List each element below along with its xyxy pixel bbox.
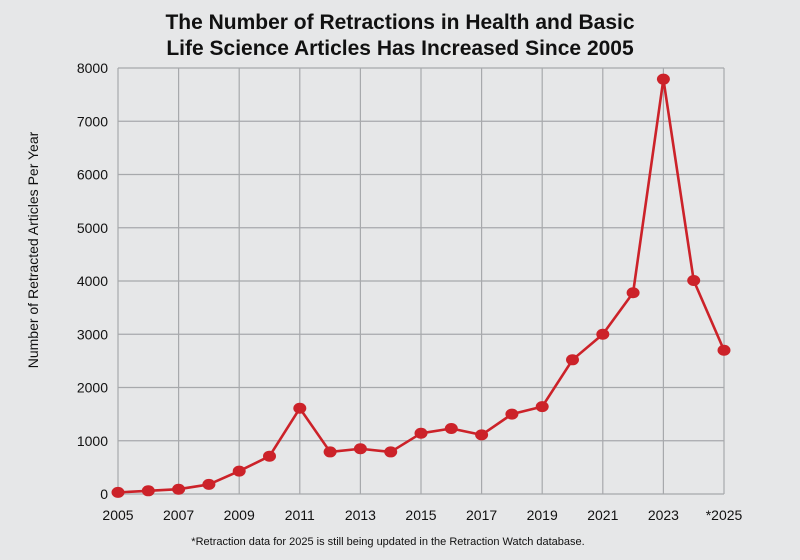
- chart-title-line-2: Life Science Articles Has Increased Sinc…: [166, 37, 634, 60]
- x-tick-label: 2009: [224, 507, 255, 523]
- data-point: [293, 402, 307, 414]
- x-tick-label: 2013: [345, 507, 376, 523]
- data-point: [111, 486, 125, 498]
- x-tick-label: 2015: [405, 507, 436, 523]
- x-tick-label: 2005: [102, 507, 133, 523]
- data-point: [414, 427, 428, 439]
- data-point: [566, 354, 579, 366]
- data-point: [717, 344, 731, 356]
- y-tick-label: 0: [100, 486, 108, 502]
- y-tick-label: 5000: [77, 220, 108, 236]
- y-tick-label: 6000: [77, 167, 108, 183]
- x-tick-label: 2023: [648, 507, 679, 523]
- y-tick-label: 1000: [77, 433, 108, 449]
- data-point: [596, 328, 610, 340]
- x-tick-label: 2021: [587, 507, 618, 523]
- series-layer: [111, 73, 731, 498]
- grid-layer: [117, 67, 725, 495]
- data-point: [505, 408, 519, 420]
- data-point: [384, 446, 398, 458]
- chart-title: The Number of Retractions in Health and …: [0, 10, 800, 62]
- footnote: *Retraction data for 2025 is still being…: [191, 536, 584, 548]
- x-tick-label: 2017: [466, 507, 497, 523]
- x-tick-label: 2007: [163, 507, 194, 523]
- y-tick-label: 8000: [77, 60, 108, 76]
- data-point: [172, 483, 186, 495]
- y-tick-label: 2000: [77, 380, 108, 396]
- data-point: [626, 287, 640, 299]
- y-tick-label: 4000: [77, 273, 108, 289]
- data-point: [323, 446, 337, 458]
- data-point: [141, 485, 155, 497]
- x-tick-label: 2011: [285, 507, 315, 523]
- data-point: [475, 429, 489, 441]
- data-point: [444, 423, 458, 435]
- axis-layer: 0 1000 2000 3000 4000 5000 6000 7000 8000 2005 200…: [77, 60, 743, 523]
- data-point: [656, 73, 670, 85]
- data-point: [202, 478, 216, 490]
- data-point: [263, 450, 276, 462]
- x-tick-label: 2019: [527, 507, 558, 523]
- y-tick-label: 3000: [77, 326, 108, 342]
- y-axis-label: Number of Retracted Articles Per Year: [25, 131, 41, 368]
- y-tick-label: 7000: [77, 113, 108, 129]
- data-point: [353, 443, 367, 455]
- data-point: [232, 465, 246, 477]
- data-point: [687, 274, 701, 286]
- chart-title-line-1: The Number of Retractions in Health and …: [165, 11, 635, 34]
- x-tick-label: *2025: [706, 507, 743, 523]
- data-point: [535, 401, 549, 413]
